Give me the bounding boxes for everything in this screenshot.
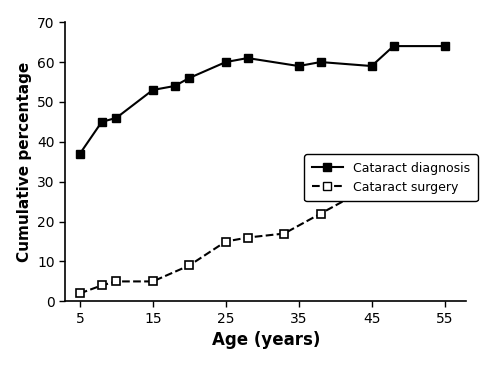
Cataract diagnosis: [186, 76, 192, 80]
Cataract surgery: [281, 231, 287, 236]
Cataract diagnosis: [296, 64, 302, 68]
Cataract diagnosis: [222, 60, 228, 64]
Cataract diagnosis: [172, 84, 177, 88]
Cataract surgery: [222, 239, 228, 244]
Line: Cataract diagnosis: Cataract diagnosis: [76, 42, 448, 158]
Cataract diagnosis: [98, 120, 104, 124]
Legend: Cataract diagnosis, Cataract surgery: Cataract diagnosis, Cataract surgery: [304, 154, 478, 201]
X-axis label: Age (years): Age (years): [212, 331, 320, 349]
Cataract diagnosis: [150, 88, 156, 92]
Cataract surgery: [405, 172, 411, 176]
Cataract diagnosis: [442, 44, 448, 48]
Cataract surgery: [77, 291, 83, 296]
Cataract diagnosis: [318, 60, 324, 64]
Cataract diagnosis: [114, 116, 119, 120]
Line: Cataract surgery: Cataract surgery: [76, 165, 448, 298]
Cataract surgery: [318, 212, 324, 216]
Cataract diagnosis: [390, 44, 396, 48]
Cataract surgery: [368, 183, 374, 188]
Cataract surgery: [98, 283, 104, 288]
Cataract diagnosis: [244, 56, 250, 60]
Cataract surgery: [244, 235, 250, 240]
Cataract surgery: [442, 168, 448, 172]
Cataract surgery: [150, 279, 156, 284]
Cataract diagnosis: [77, 152, 83, 156]
Cataract surgery: [114, 279, 119, 284]
Cataract surgery: [186, 263, 192, 268]
Cataract diagnosis: [368, 64, 374, 68]
Y-axis label: Cumulative percentage: Cumulative percentage: [16, 61, 32, 262]
